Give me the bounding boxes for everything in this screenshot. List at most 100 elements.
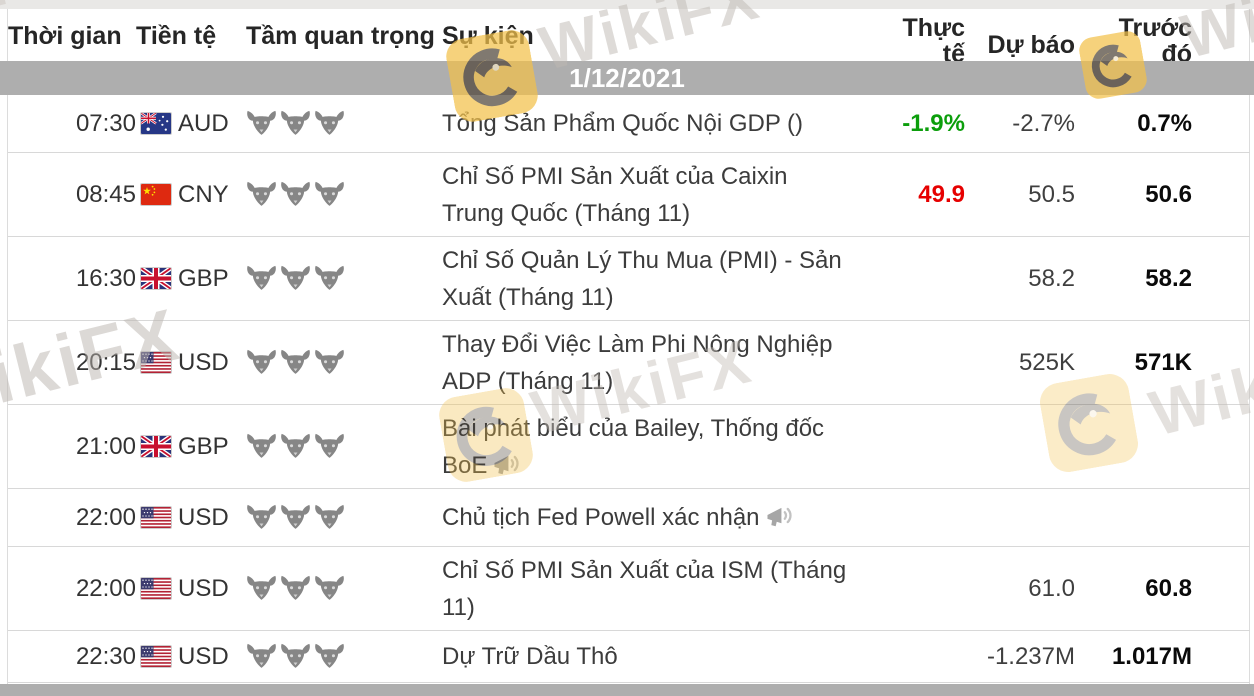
forecast-value: 525K <box>1018 348 1075 376</box>
bull-icon <box>280 643 311 670</box>
column-header-forecast: Dự báo <box>987 31 1075 59</box>
currency-code: CNY <box>178 180 229 208</box>
bull-icon <box>314 575 345 602</box>
flag-china-icon <box>136 183 178 206</box>
forecast-value: -2.7% <box>1012 109 1075 137</box>
table-right-border <box>1249 9 1250 696</box>
bull-icon <box>246 110 277 137</box>
table-left-border <box>7 9 8 696</box>
speaker-icon <box>493 452 520 477</box>
forecast-value: -1.237M <box>986 642 1075 670</box>
bull-icon <box>280 265 311 292</box>
event-time: 22:00 <box>75 574 136 602</box>
column-header-time: Thời gian <box>8 22 122 50</box>
event-name: Chỉ Số PMI Sản Xuất của Caixin Trung Quố… <box>442 158 855 232</box>
actual-value: 49.9 <box>918 180 965 208</box>
table-row[interactable]: 07:30 AUD Tổng Sản Phẩm Quốc Nội GDP () … <box>8 95 1250 153</box>
bull-icon <box>314 643 345 670</box>
date-header-bar: 1/12/2021 <box>0 61 1254 95</box>
currency-code: USD <box>178 348 229 376</box>
previous-value: 1.017M <box>1111 642 1192 670</box>
importance-rating <box>246 349 442 376</box>
bull-icon <box>314 433 345 460</box>
currency-code: USD <box>178 503 229 531</box>
bull-icon <box>280 349 311 376</box>
table-row[interactable]: 08:45 CNY Chỉ Số PMI Sản Xuất của Caixin… <box>8 153 1250 237</box>
event-time: 08:45 <box>75 180 136 208</box>
event-time: 22:30 <box>75 642 136 670</box>
table-row[interactable]: 22:00 USD Chỉ Số PMI Sản Xuất của ISM (T… <box>8 547 1250 631</box>
event-name: Thay Đổi Việc Làm Phi Nông Nghiệp ADP (T… <box>442 326 855 400</box>
previous-value: 50.6 <box>1145 180 1192 208</box>
event-text: Chủ tịch Fed Powell xác nhận <box>442 504 760 531</box>
bull-icon <box>246 643 277 670</box>
event-time: 07:30 <box>75 109 136 137</box>
bull-icon <box>280 504 311 531</box>
flag-united-states-icon <box>136 351 178 374</box>
currency-code: USD <box>178 574 229 602</box>
event-name: Tổng Sản Phẩm Quốc Nội GDP () <box>442 105 855 142</box>
event-name: Dự Trữ Dầu Thô <box>442 638 855 675</box>
speaker-icon <box>766 504 793 529</box>
event-text: Chỉ Số PMI Sản Xuất của ISM (Tháng 11) <box>442 556 847 621</box>
previous-value: 571K <box>1134 348 1192 376</box>
bull-icon <box>246 349 277 376</box>
table-row[interactable]: 22:00 USD Chủ tịch Fed Powell xác nhận <box>8 489 1250 547</box>
table-row[interactable]: 20:15 USD Thay Đổi Việc Làm Phi Nông Ngh… <box>8 321 1250 405</box>
top-strip <box>0 0 1254 9</box>
table-row[interactable]: 22:30 USD Dự Trữ Dầu Thô -1.237M 1.017M <box>8 631 1250 683</box>
previous-value: 60.8 <box>1145 574 1192 602</box>
bull-icon <box>314 265 345 292</box>
column-header-actual: Thực tế <box>902 14 965 68</box>
event-time: 16:30 <box>75 264 136 292</box>
flag-united-kingdom-icon <box>136 267 178 290</box>
previous-value: 0.7% <box>1137 109 1192 137</box>
event-time: 22:00 <box>75 503 136 531</box>
flag-united-states-icon <box>136 645 178 668</box>
table-row[interactable]: 21:00 GBP Bài phát biểu của Bailey, Thốn… <box>8 405 1250 489</box>
bull-icon <box>246 433 277 460</box>
bull-icon <box>314 110 345 137</box>
bull-icon <box>280 181 311 208</box>
event-name: Chủ tịch Fed Powell xác nhận <box>442 499 855 536</box>
column-header-importance: Tầm quan trọng <box>246 22 435 50</box>
importance-rating <box>246 643 442 670</box>
column-header-currency: Tiền tệ <box>136 22 217 50</box>
forecast-value: 58.2 <box>1028 264 1075 292</box>
previous-value: 58.2 <box>1145 264 1192 292</box>
event-list: 07:30 AUD Tổng Sản Phẩm Quốc Nội GDP () … <box>8 95 1250 683</box>
importance-rating <box>246 265 442 292</box>
bull-icon <box>280 433 311 460</box>
importance-rating <box>246 433 442 460</box>
bull-icon <box>246 504 277 531</box>
flag-australia-icon <box>136 112 178 135</box>
importance-rating <box>246 110 442 137</box>
next-date-bar-partial <box>0 684 1254 696</box>
event-text: Chỉ Số Quản Lý Thu Mua (PMI) - Sản Xuất … <box>442 246 842 311</box>
column-header-previous: Trước đó <box>1118 14 1192 68</box>
event-time: 20:15 <box>75 348 136 376</box>
bull-icon <box>246 575 277 602</box>
event-text: Thay Đổi Việc Làm Phi Nông Nghiệp ADP (T… <box>442 330 833 395</box>
flag-united-kingdom-icon <box>136 435 178 458</box>
currency-code: GBP <box>178 432 229 460</box>
event-text: Chỉ Số PMI Sản Xuất của Caixin Trung Quố… <box>442 162 788 227</box>
event-text: Dự Trữ Dầu Thô <box>442 643 618 670</box>
currency-code: USD <box>178 642 229 670</box>
importance-rating <box>246 181 442 208</box>
forecast-value: 50.5 <box>1028 180 1075 208</box>
forecast-value: 61.0 <box>1028 574 1075 602</box>
importance-rating <box>246 575 442 602</box>
actual-value: -1.9% <box>902 109 965 137</box>
bull-icon <box>314 504 345 531</box>
bull-icon <box>280 575 311 602</box>
bull-icon <box>246 265 277 292</box>
column-header-event: Sự kiện <box>442 22 534 50</box>
event-name: Chỉ Số Quản Lý Thu Mua (PMI) - Sản Xuất … <box>442 242 855 316</box>
table-row[interactable]: 16:30 GBP Chỉ Số Quản Lý Thu Mua (PMI) -… <box>8 237 1250 321</box>
currency-code: AUD <box>178 109 229 137</box>
bull-icon <box>246 181 277 208</box>
flag-united-states-icon <box>136 506 178 529</box>
event-text: Tổng Sản Phẩm Quốc Nội GDP () <box>442 110 804 137</box>
currency-code: GBP <box>178 264 229 292</box>
